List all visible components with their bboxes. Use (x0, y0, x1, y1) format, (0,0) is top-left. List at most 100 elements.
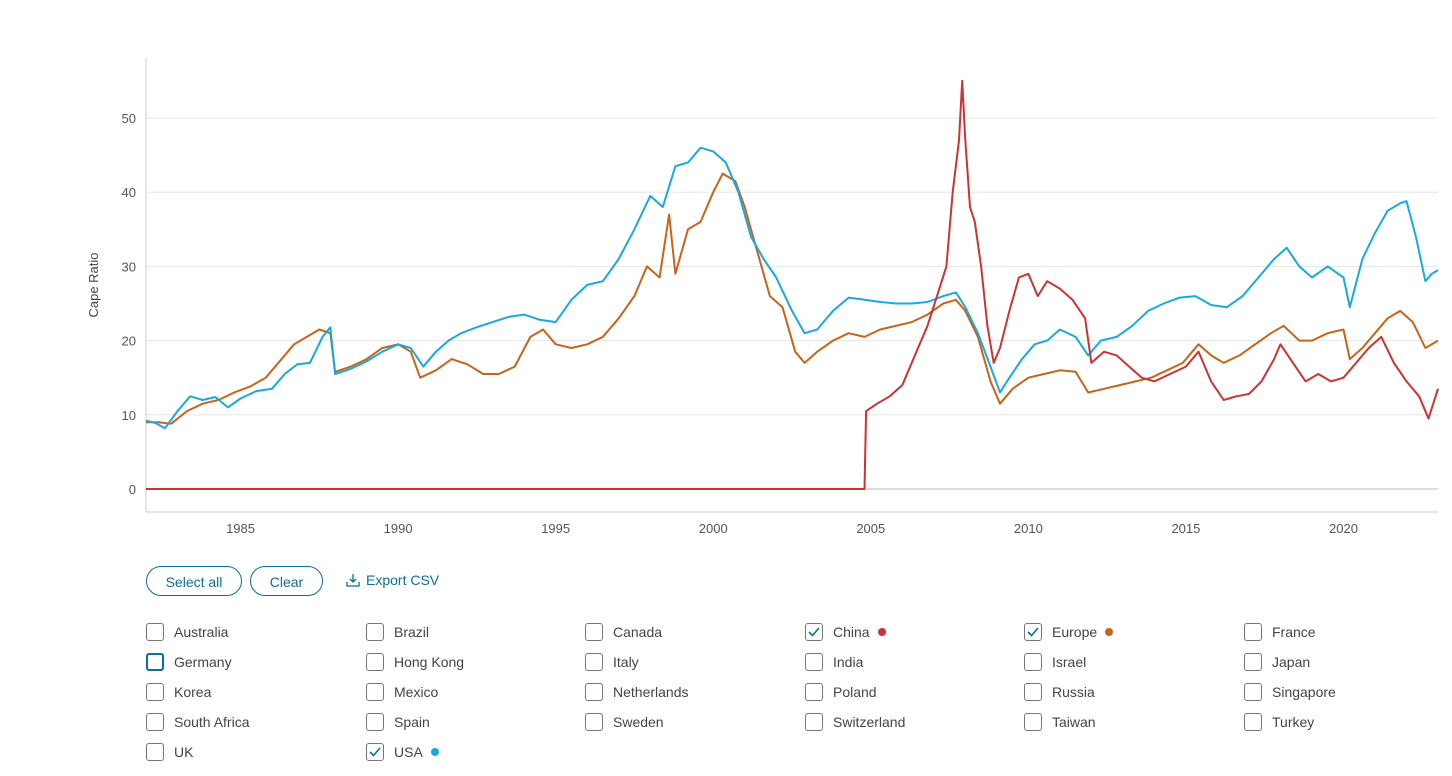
check-icon (369, 747, 381, 757)
y-axis-label: Cape Ratio (86, 252, 101, 317)
country-label: Switzerland (833, 714, 906, 730)
checkbox[interactable] (585, 683, 603, 701)
country-option-brazil[interactable]: Brazil (366, 621, 429, 643)
country-label: Japan (1272, 654, 1311, 670)
country-label: Spain (394, 714, 430, 730)
country-label: China (833, 624, 870, 640)
checkbox[interactable] (146, 743, 164, 761)
check-icon (808, 627, 820, 637)
y-tick-label: 20 (122, 334, 136, 349)
checkbox[interactable] (366, 683, 384, 701)
x-tick-label: 1990 (384, 521, 413, 536)
x-tick-label: 2020 (1329, 521, 1358, 536)
series-color-dot (430, 748, 439, 756)
country-option-china[interactable]: China (805, 621, 886, 643)
series-color-dot (877, 628, 886, 636)
checkbox[interactable] (366, 623, 384, 641)
country-label: UK (174, 744, 194, 760)
checkbox[interactable] (805, 713, 823, 731)
y-tick-label: 30 (122, 259, 136, 274)
x-tick-label: 2000 (699, 521, 728, 536)
country-option-mexico[interactable]: Mexico (366, 681, 438, 703)
country-label: Russia (1052, 684, 1095, 700)
country-label: Europe (1052, 624, 1098, 640)
country-option-russia[interactable]: Russia (1024, 681, 1095, 703)
country-option-canada[interactable]: Canada (585, 621, 662, 643)
country-label: France (1272, 624, 1316, 640)
x-tick-label: 2005 (856, 521, 885, 536)
checkbox[interactable] (1244, 653, 1262, 671)
series-lines (145, 79, 1439, 490)
country-option-israel[interactable]: Israel (1024, 651, 1086, 673)
country-option-uk[interactable]: UK (146, 741, 193, 763)
country-option-taiwan[interactable]: Taiwan (1024, 711, 1096, 733)
checkbox[interactable] (805, 653, 823, 671)
country-label: Poland (833, 684, 877, 700)
cape-ratio-chart: 0 10 20 30 40 50 1985 1990 1995 2000 2005 2010 2015 2… (86, 58, 1439, 536)
country-label: Canada (613, 624, 663, 640)
country-option-south-africa[interactable]: South Africa (146, 711, 250, 733)
country-label: Singapore (1272, 684, 1336, 700)
check-icon (1027, 627, 1039, 637)
checkbox[interactable] (1244, 683, 1262, 701)
country-option-india[interactable]: India (805, 651, 863, 673)
country-option-australia[interactable]: Australia (146, 621, 228, 643)
country-label: Israel (1052, 654, 1087, 670)
checkbox[interactable] (146, 653, 164, 671)
country-label: Turkey (1272, 714, 1315, 730)
checkbox[interactable] (146, 713, 164, 731)
checkbox[interactable] (1024, 623, 1042, 641)
checkbox[interactable] (1024, 653, 1042, 671)
country-label: Brazil (394, 624, 430, 640)
country-option-usa[interactable]: USA (366, 741, 439, 763)
country-label: Hong Kong (394, 654, 465, 670)
clear-button[interactable]: Clear (250, 566, 323, 596)
checkbox[interactable] (1244, 713, 1262, 731)
series-line-usa (145, 146, 1439, 430)
country-option-sweden[interactable]: Sweden (585, 711, 664, 733)
y-tick-label: 50 (122, 111, 136, 126)
country-option-netherlands[interactable]: Netherlands (585, 681, 689, 703)
grid-lines (146, 117, 1438, 416)
checkbox[interactable] (585, 623, 603, 641)
y-tick-label: 40 (122, 185, 136, 200)
country-option-hong-kong[interactable]: Hong Kong (366, 651, 464, 673)
country-option-turkey[interactable]: Turkey (1244, 711, 1314, 733)
country-option-spain[interactable]: Spain (366, 711, 430, 733)
country-label: India (833, 654, 864, 670)
country-label: Sweden (613, 714, 664, 730)
x-tick-label: 2015 (1171, 521, 1200, 536)
country-option-singapore[interactable]: Singapore (1244, 681, 1336, 703)
checkbox[interactable] (805, 623, 823, 641)
country-option-japan[interactable]: Japan (1244, 651, 1310, 673)
country-label: Italy (613, 654, 639, 670)
country-option-italy[interactable]: Italy (585, 651, 639, 673)
country-option-korea[interactable]: Korea (146, 681, 211, 703)
country-option-europe[interactable]: Europe (1024, 621, 1114, 643)
checkbox[interactable] (366, 713, 384, 731)
export-csv-link[interactable]: Export CSV (346, 572, 439, 588)
checkbox[interactable] (1024, 713, 1042, 731)
checkbox[interactable] (146, 683, 164, 701)
country-option-poland[interactable]: Poland (805, 681, 877, 703)
y-tick-label: 0 (129, 482, 136, 497)
checkbox[interactable] (146, 623, 164, 641)
checkbox[interactable] (1024, 683, 1042, 701)
country-option-germany[interactable]: Germany (146, 651, 232, 673)
checkbox[interactable] (585, 713, 603, 731)
country-label: Korea (174, 684, 212, 700)
checkbox[interactable] (366, 743, 384, 761)
country-option-france[interactable]: France (1244, 621, 1316, 643)
country-label: Taiwan (1052, 714, 1096, 730)
checkbox[interactable] (805, 683, 823, 701)
select-all-button[interactable]: Select all (146, 566, 242, 596)
checkbox[interactable] (366, 653, 384, 671)
country-label: Australia (174, 624, 229, 640)
country-label: Mexico (394, 684, 439, 700)
checkbox[interactable] (1244, 623, 1262, 641)
download-icon (346, 574, 360, 587)
x-tick-label: 1985 (226, 521, 255, 536)
country-label: USA (394, 744, 423, 760)
checkbox[interactable] (585, 653, 603, 671)
country-option-switzerland[interactable]: Switzerland (805, 711, 905, 733)
